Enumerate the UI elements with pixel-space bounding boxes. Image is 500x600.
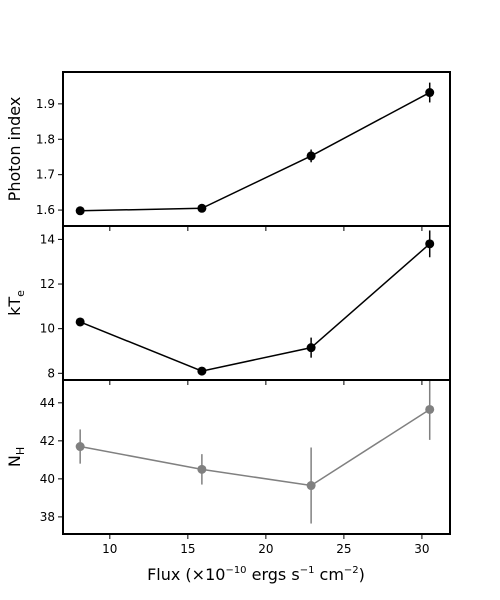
nh-data-point <box>197 464 207 474</box>
photon-index-data-point <box>425 88 435 98</box>
panel-photon-index: 1.6 1.7 1.8 1.9 Photon index <box>5 71 451 231</box>
nh-data-point <box>75 442 85 452</box>
kte-data-point <box>425 239 435 249</box>
kte-y-axis-label: kTe <box>5 290 27 316</box>
photon-index-ytick-label: 1.8 <box>36 132 55 146</box>
nh-data-point <box>306 481 316 491</box>
photon-index-data-point <box>306 151 316 161</box>
kte-series-line <box>79 243 431 372</box>
x-tick-label: 20 <box>258 542 273 556</box>
kte-ytick-label: 14 <box>40 232 55 246</box>
nh-data-point <box>425 404 435 414</box>
kte-ytick-label: 10 <box>40 322 55 336</box>
photon-index-ytick-label: 1.6 <box>36 203 55 217</box>
nh-ytick-label: 38 <box>40 510 55 524</box>
kte-data-point <box>197 366 207 376</box>
nh-ytick-label: 44 <box>40 396 55 410</box>
panel-kte: 8 10 12 14 kTe <box>5 225 451 385</box>
panel-nh: 38 40 42 44 10 15 20 25 30 NH <box>5 379 451 556</box>
nh-y-axis-label: NH <box>5 447 27 467</box>
x-tick-label: 30 <box>414 542 429 556</box>
nh-ytick-label: 42 <box>40 434 55 448</box>
nh-ytick-label: 40 <box>40 472 55 486</box>
photon-index-data-point <box>197 203 207 213</box>
photon-index-frame <box>62 71 451 227</box>
x-tick-label: 25 <box>336 542 351 556</box>
kte-ytick-label: 8 <box>47 366 55 380</box>
x-tick-label: 10 <box>102 542 117 556</box>
kte-data-point <box>75 317 85 327</box>
kte-data-point <box>306 343 316 353</box>
x-axis-label: Flux (×10−10 ergs s−1 cm−2) <box>147 565 365 584</box>
photon-index-data-point <box>75 206 85 216</box>
kte-frame <box>62 225 451 381</box>
photon-index-ytick-label: 1.9 <box>36 97 55 111</box>
nh-frame <box>62 379 451 535</box>
photon-index-ytick-label: 1.7 <box>36 168 55 182</box>
nh-series-line <box>80 408 431 487</box>
kte-ytick-label: 12 <box>40 277 55 291</box>
x-tick-label: 15 <box>180 542 195 556</box>
photon-index-y-axis-label: Photon index <box>5 97 24 202</box>
photon-index-series-line <box>80 91 431 212</box>
